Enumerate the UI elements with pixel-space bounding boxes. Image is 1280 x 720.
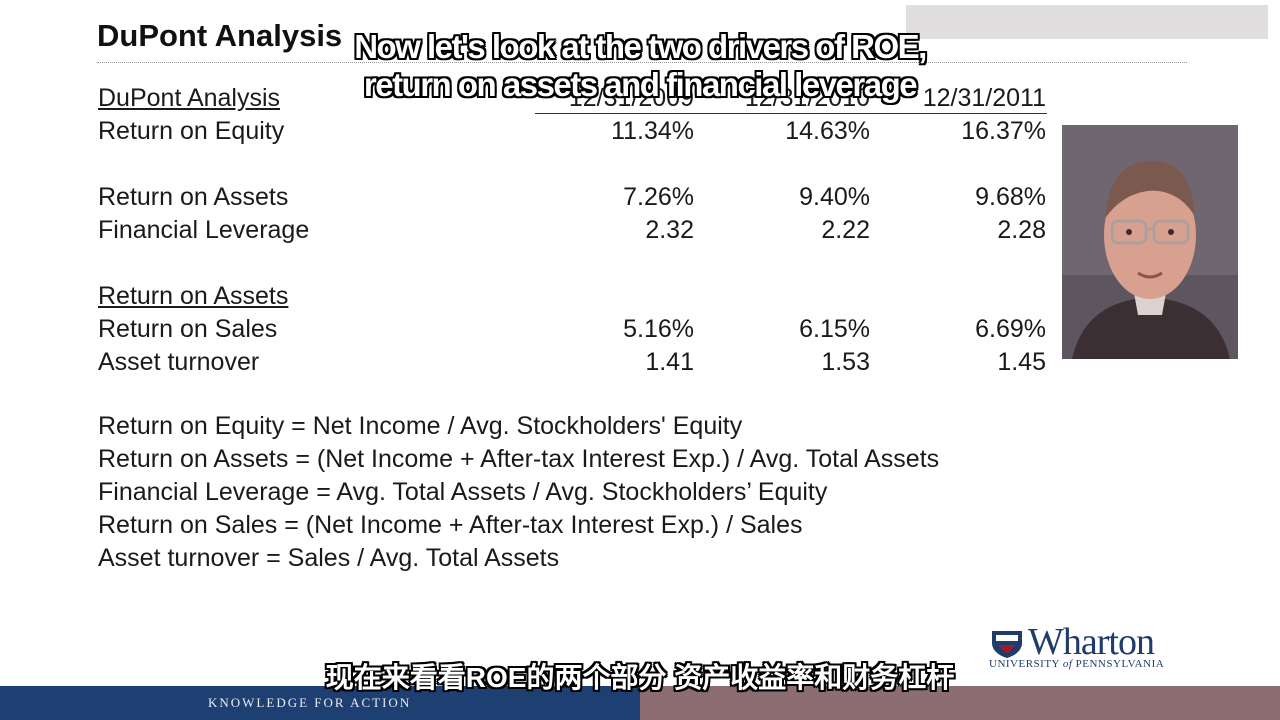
subtitle-english-line1: Now let's look at the two drivers of ROE… [354,28,927,65]
table-header-row: DuPont Analysis 12/31/2009 12/31/2010 12… [98,84,1058,116]
table-row: Return on Assets 7.26% 9.40% 9.68% [98,183,1058,215]
cell-value: 2.32 [645,216,694,244]
table-row: Asset turnover 1.41 1.53 1.45 [98,348,1058,380]
cell-value: 11.34% [611,117,694,145]
cell-value: 1.53 [821,348,870,376]
formula-line: Return on Sales = (Net Income + After-ta… [98,511,803,539]
cell-value: 2.28 [997,216,1046,244]
row-label: Return on Assets [98,183,289,211]
row-label: Return on Sales [98,315,278,343]
presenter-image [1062,125,1238,359]
subtitle-chinese: 现在来看看ROE的两个部分 资产收益率和财务杠杆 [325,662,955,693]
logo-subtitle: UNIVERSITY of PENNSYLVANIA [989,658,1165,670]
formula-list: Return on Equity = Net Income / Avg. Sto… [98,410,939,575]
subtitle-english-line2: return on assets and financial leverage [363,66,918,103]
footer-bar-left: KNOWLEDGE FOR ACTION [0,686,640,720]
section-heading-roa: Return on Assets [98,282,289,310]
presenter-video [1062,125,1238,359]
date-header: 12/31/2011 [922,84,1046,112]
cell-value: 6.69% [975,315,1046,343]
row-label: Return on Equity [98,117,285,145]
section-heading-dupont: DuPont Analysis [98,84,281,112]
formula-line: Return on Equity = Net Income / Avg. Sto… [98,412,743,440]
watermark-box [906,5,1268,39]
cell-value: 1.45 [997,348,1046,376]
title-divider [97,62,1187,63]
slide-title: DuPont Analysis [97,18,343,53]
formula-line: Asset turnover = Sales / Avg. Total Asse… [98,544,560,572]
cell-value: 14.63% [785,117,870,145]
formula-line: Return on Assets = (Net Income + After-t… [98,445,940,473]
table-section-row: Return on Assets [98,282,1058,314]
formula-line: Financial Leverage = Avg. Total Assets /… [98,478,828,506]
cell-value: 16.37% [961,117,1046,145]
table-row: Return on Sales 5.16% 6.15% 6.69% [98,315,1058,347]
cell-value: 6.15% [799,315,870,343]
wharton-logo: Wharton UNIVERSITY of PENNSYLVANIA [988,621,1193,672]
row-label: Financial Leverage [98,216,310,244]
shield-icon [992,631,1022,658]
row-label: Asset turnover [98,348,260,376]
logo-wordmark: Wharton [1028,621,1155,663]
cell-value: 1.41 [645,348,694,376]
date-header: 12/31/2009 [568,84,694,112]
table-row: Financial Leverage 2.32 2.22 2.28 [98,216,1058,248]
cell-value: 9.40% [799,183,870,211]
cell-value: 7.26% [623,183,694,211]
date-header: 12/31/2010 [744,84,870,112]
footer-tagline: KNOWLEDGE FOR ACTION [208,695,412,710]
cell-value: 5.16% [623,315,694,343]
cell-value: 9.68% [975,183,1046,211]
table-row: Return on Equity 11.34% 14.63% 16.37% [98,117,1058,149]
header-rule [535,113,1047,114]
cell-value: 2.22 [821,216,870,244]
footer-bar-right [640,686,1280,720]
